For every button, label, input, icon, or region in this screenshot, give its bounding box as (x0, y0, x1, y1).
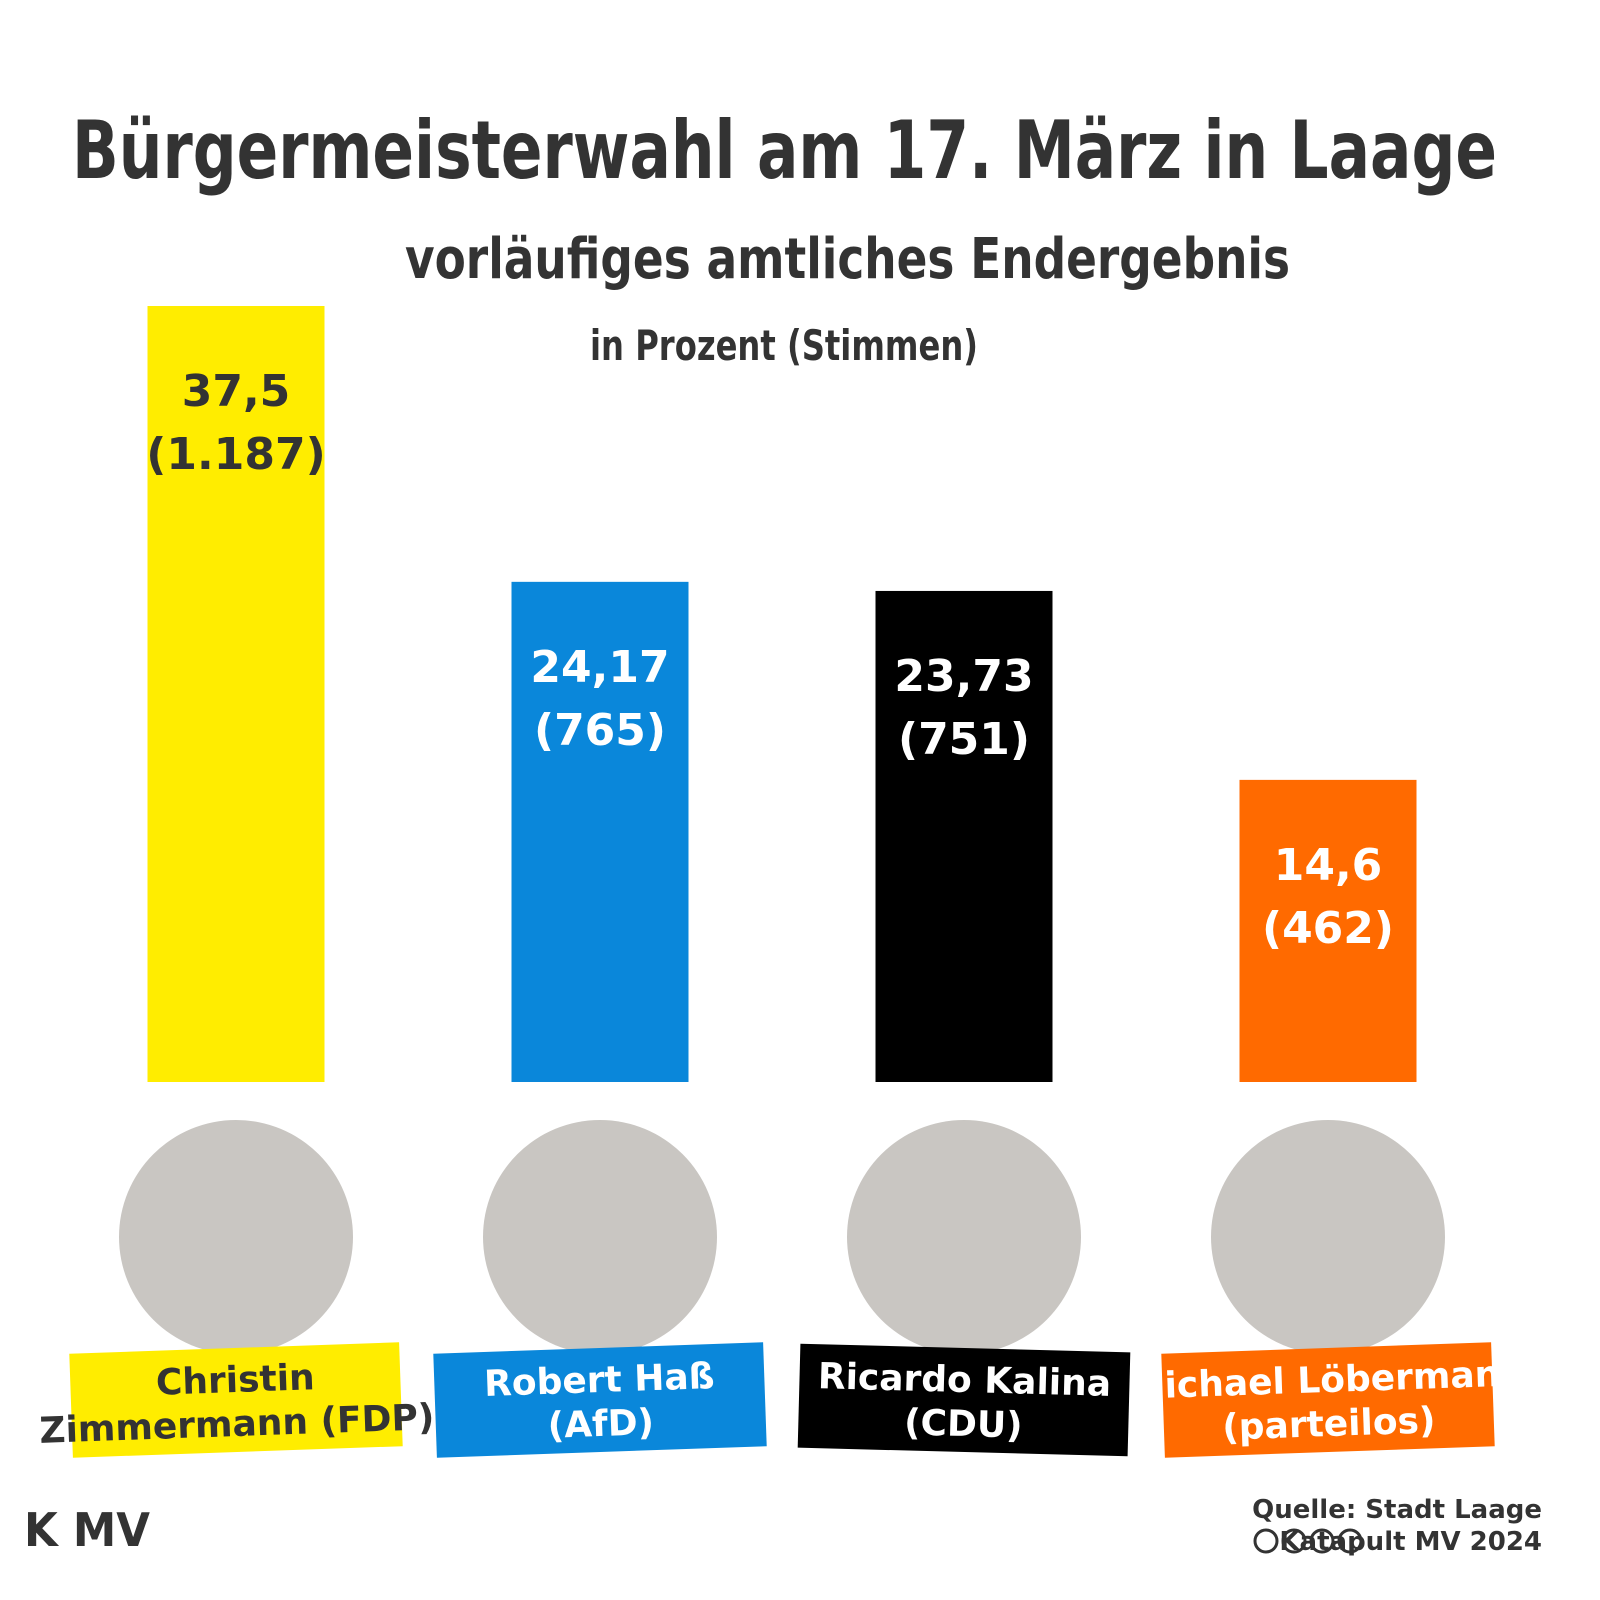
value-label: 14,6 (1274, 840, 1383, 891)
candidate-photo (119, 1120, 353, 1354)
name-tag: Ricardo Kalina(CDU) (797, 1343, 1131, 1457)
name-box (1161, 1342, 1495, 1458)
name-box (797, 1343, 1131, 1457)
license-icons (1253, 1528, 1363, 1554)
value-label: 23,73 (894, 651, 1033, 702)
candidate-photo (483, 1120, 717, 1354)
candidate-photo (847, 1120, 1081, 1354)
name-tag: Michael Löbermann(parteilos) (1128, 1342, 1527, 1458)
chart-title: Bürgermeisterwahl am 17. März in Laage (72, 104, 1497, 197)
vote-label: (1.187) (146, 429, 325, 480)
x-tick-label: Christin (155, 1357, 315, 1404)
name-box (433, 1342, 767, 1458)
value-label: 24,17 (530, 642, 669, 693)
logo: K MV (24, 1503, 150, 1557)
bar (1239, 779, 1417, 1082)
bar (511, 581, 689, 1082)
name-box (69, 1342, 403, 1458)
x-tick-label: (parteilos) (1222, 1400, 1436, 1448)
candidate-photo (1211, 1120, 1445, 1354)
bar (147, 306, 325, 1082)
source: Quelle: Stadt Laage (1252, 1495, 1542, 1525)
vote-label: (765) (534, 705, 666, 756)
x-tick-label: Ricardo Kalina (817, 1356, 1111, 1405)
unit-note: in Prozent (Stimmen) (590, 321, 978, 370)
value-label: 37,5 (182, 366, 291, 417)
bar (875, 590, 1053, 1082)
vote-label: (462) (1262, 903, 1394, 954)
chart-subtitle: vorläufiges amtliches Endergebnis (405, 227, 1290, 292)
name-tag: Robert Haß(AfD) (433, 1342, 767, 1458)
x-tick-label: (AfD) (547, 1402, 655, 1447)
x-tick-label: Robert Haß (483, 1356, 715, 1405)
x-tick-label: (CDU) (904, 1402, 1023, 1446)
vote-label: (751) (898, 714, 1030, 765)
